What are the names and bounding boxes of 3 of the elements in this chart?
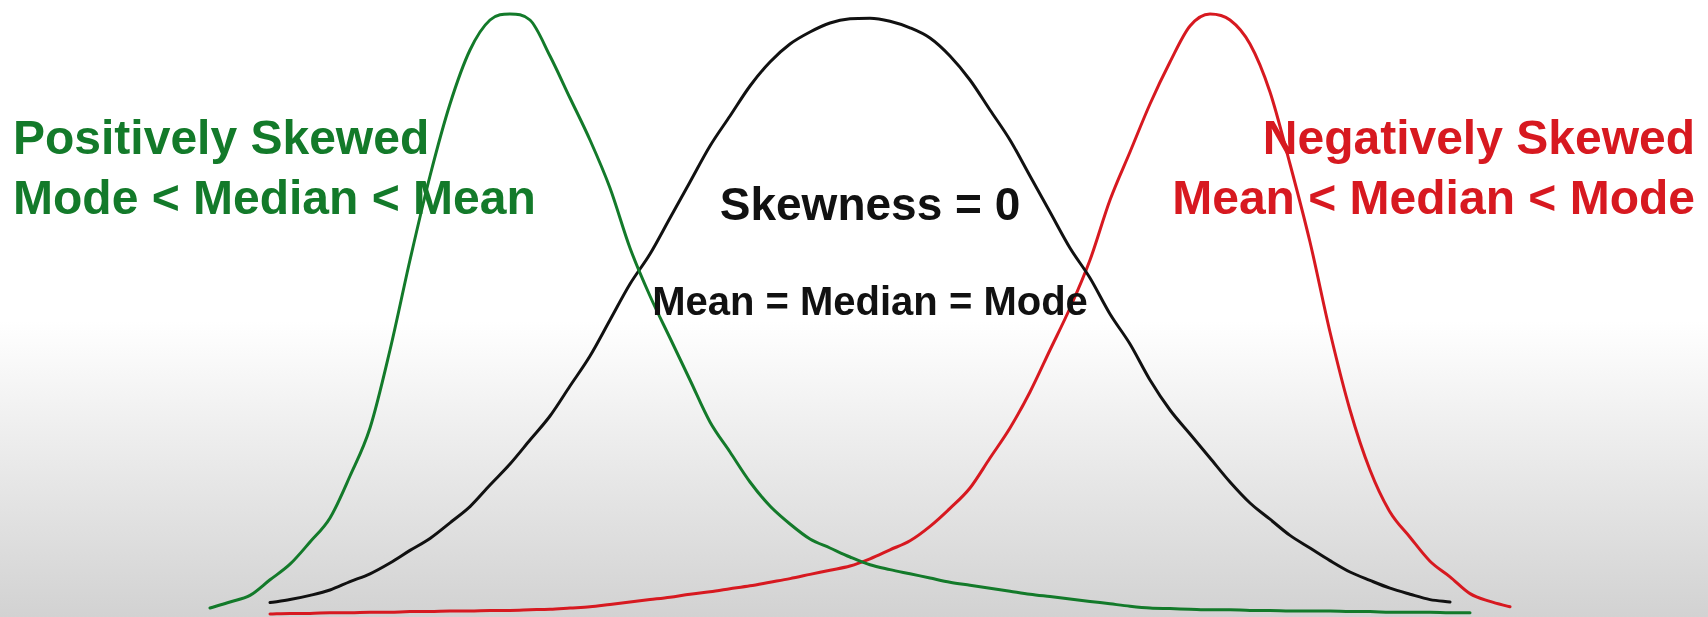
series-label: Skewness = 0 <box>719 178 1021 230</box>
series-label: Positively Skewed <box>13 111 430 164</box>
annotation: Mean < Median < Mode <box>1172 171 1695 224</box>
